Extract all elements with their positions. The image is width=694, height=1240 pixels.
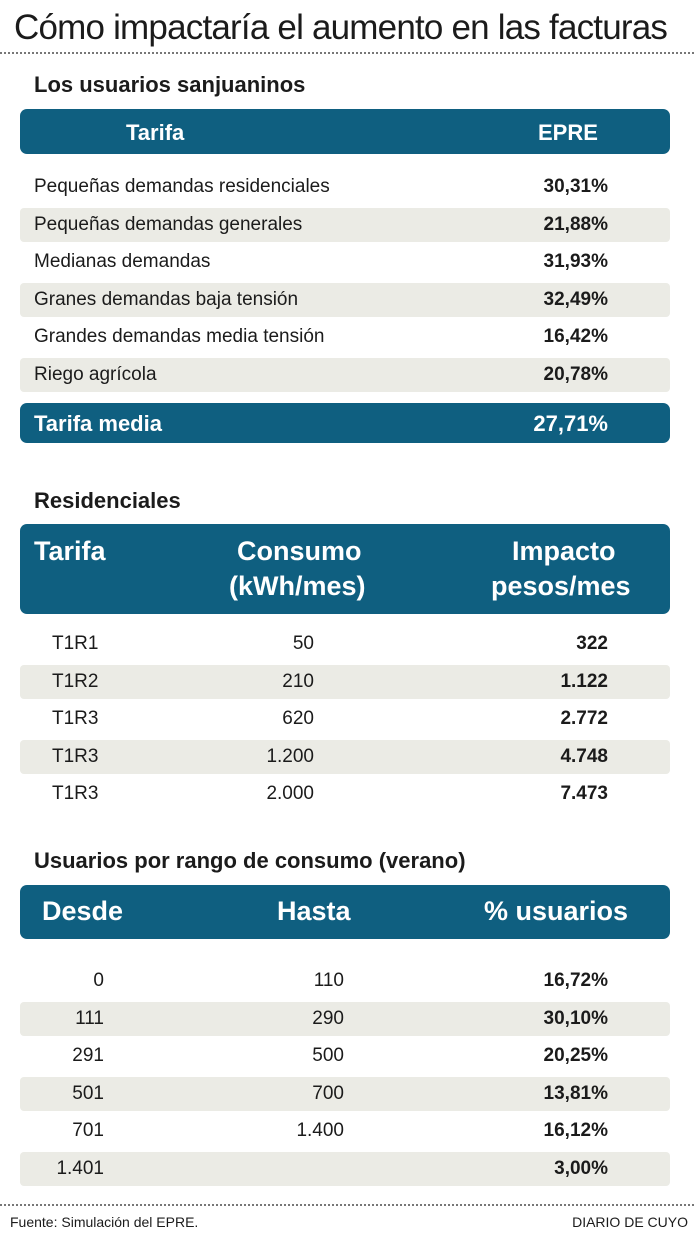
row-value: 16,42% — [543, 326, 608, 347]
consumo-cell: 210 — [282, 671, 314, 692]
hasta-cell: 110 — [313, 970, 344, 991]
table-row: 0 110 16,72% — [20, 964, 670, 998]
table-row: 501 700 13,81% — [20, 1077, 670, 1111]
table-row: Pequeñas demandas generales 21,88% — [20, 208, 670, 242]
total-label: Tarifa media — [34, 411, 162, 436]
table-row: Granes demandas baja tensión 32,49% — [20, 283, 670, 317]
row-value: 30,31% — [543, 176, 608, 197]
hasta-cell: 290 — [312, 1008, 344, 1029]
desde-cell: 1.401 — [56, 1158, 104, 1179]
row-label: Riego agrícola — [34, 364, 157, 385]
usuarios-cell: 16,12% — [543, 1120, 608, 1141]
consumo-cell: 50 — [292, 633, 314, 654]
consumo-cell: 620 — [282, 708, 314, 729]
row-label: Pequeñas demandas residenciales — [34, 176, 330, 197]
row-value: 20,78% — [543, 364, 608, 385]
usuarios-cell: 30,10% — [543, 1008, 608, 1029]
table-row: T1R2 210 1.122 — [20, 665, 670, 699]
section-heading-residenciales: Residenciales — [34, 488, 181, 513]
tarifa-cell: T1R1 — [52, 633, 99, 654]
title-divider — [0, 52, 694, 54]
table-row: T1R3 1.200 4.748 — [20, 740, 670, 774]
page-title: Cómo impactaría el aumento en las factur… — [14, 8, 668, 47]
column-header-impacto-unit: pesos/mes — [491, 571, 631, 601]
hasta-cell: 1.400 — [296, 1120, 344, 1141]
tarifa-table-header: Tarifa EPRE — [20, 109, 670, 154]
table-row: Medianas demandas 31,93% — [20, 245, 670, 279]
impacto-cell: 2.772 — [560, 708, 608, 729]
usuarios-cell: 16,72% — [543, 970, 608, 991]
desde-cell: 0 — [93, 970, 104, 991]
table-row: 111 290 30,10% — [20, 1002, 670, 1036]
source-note: Fuente: Simulación del EPRE. — [10, 1214, 199, 1230]
desde-cell: 501 — [72, 1083, 104, 1104]
consumo-cell: 1.200 — [266, 746, 314, 767]
consumo-cell: 2.000 — [266, 783, 314, 804]
usuarios-cell: 20,25% — [543, 1045, 608, 1066]
column-header-tarifa: Tarifa — [126, 120, 185, 145]
tarifa-media-total-row: Tarifa media 27,71% — [20, 403, 670, 443]
desde-cell: 701 — [72, 1120, 104, 1141]
publisher-credit: DIARIO DE CUYO — [572, 1214, 688, 1230]
tarifa-cell: T1R3 — [52, 746, 99, 767]
row-value: 32,49% — [543, 289, 608, 310]
column-header-usuarios: % usuarios — [484, 896, 629, 926]
table-row: Riego agrícola 20,78% — [20, 358, 670, 392]
tarifa-cell: T1R3 — [52, 783, 99, 804]
rango-table-header: Desde Hasta % usuarios — [20, 885, 670, 939]
column-header-desde: Desde — [42, 896, 124, 926]
section-heading-usuarios: Los usuarios sanjuaninos — [34, 72, 306, 97]
impacto-cell: 1.122 — [560, 671, 608, 692]
table-row: 291 500 20,25% — [20, 1039, 670, 1073]
desde-cell: 111 — [75, 1008, 104, 1029]
tarifa-cell: T1R2 — [52, 671, 99, 692]
column-header-hasta: Hasta — [277, 896, 351, 926]
desde-cell: 291 — [72, 1045, 104, 1066]
table-row: 1.401 3,00% — [20, 1152, 670, 1186]
impacto-cell: 7.473 — [560, 783, 608, 804]
column-header-tarifa: Tarifa — [34, 536, 106, 566]
column-header-consumo-unit: (kWh/mes) — [229, 571, 366, 601]
table-row: T1R3 2.000 7.473 — [20, 777, 670, 811]
column-header-impacto: Impacto — [512, 536, 616, 566]
section-heading-rango-consumo: Usuarios por rango de consumo (verano) — [34, 848, 466, 873]
residenciales-table-header: Tarifa Consumo (kWh/mes) Impacto pesos/m… — [20, 524, 670, 614]
row-label: Pequeñas demandas generales — [34, 214, 303, 235]
table-row: Pequeñas demandas residenciales 30,31% — [20, 170, 670, 204]
row-label: Grandes demandas media tensión — [34, 326, 325, 347]
impacto-cell: 4.748 — [560, 746, 608, 767]
table-row: 701 1.400 16,12% — [20, 1114, 670, 1148]
hasta-cell: 500 — [312, 1045, 344, 1066]
hasta-cell: 700 — [312, 1083, 344, 1104]
table-row: T1R1 50 322 — [20, 627, 670, 661]
total-value: 27,71% — [533, 411, 608, 436]
impacto-cell: 322 — [576, 633, 608, 654]
table-row: T1R3 620 2.772 — [20, 702, 670, 736]
table-row: Grandes demandas media tensión 16,42% — [20, 320, 670, 354]
row-label: Granes demandas baja tensión — [34, 289, 299, 310]
column-header-consumo: Consumo — [237, 536, 362, 566]
usuarios-cell: 13,81% — [543, 1083, 608, 1104]
column-header-epre: EPRE — [538, 120, 598, 145]
usuarios-cell: 3,00% — [554, 1158, 608, 1179]
row-label: Medianas demandas — [34, 251, 211, 272]
row-value: 21,88% — [543, 214, 608, 235]
footer-divider — [0, 1204, 694, 1206]
row-value: 31,93% — [543, 251, 608, 272]
tarifa-cell: T1R3 — [52, 708, 99, 729]
